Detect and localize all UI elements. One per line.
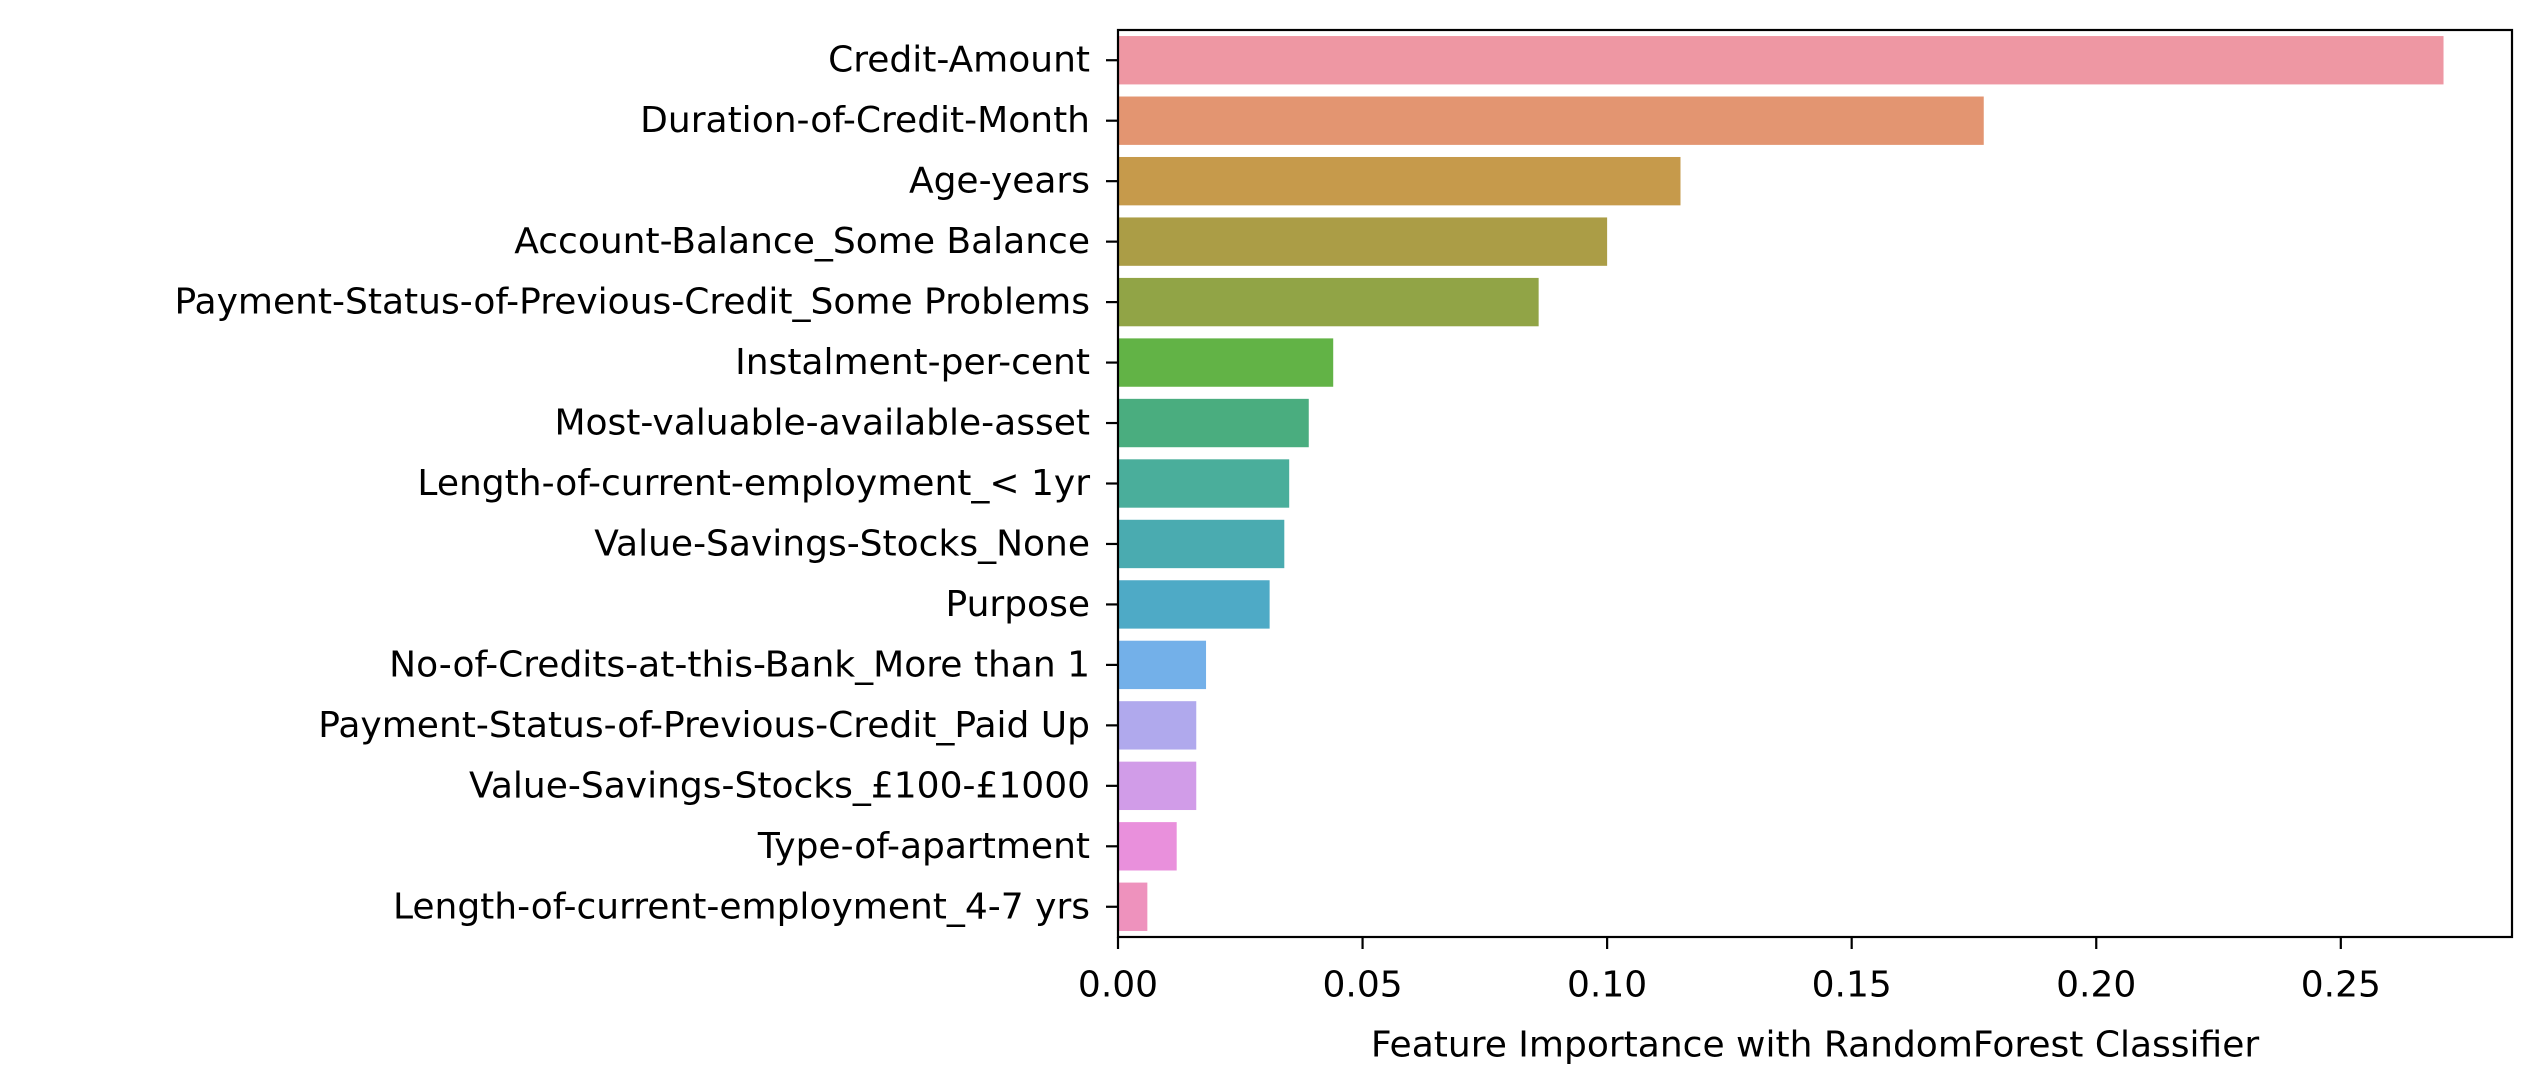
bars-layer [1118, 36, 2444, 931]
bar-11 [1118, 701, 1197, 750]
y-tick-label-13: Type-of-apartment [757, 826, 1090, 867]
y-tick-label-1: Duration-of-Credit-Month [640, 100, 1090, 141]
y-tick-label-12: Value-Savings-Stocks_£100-£1000 [469, 765, 1090, 806]
bar-3 [1118, 217, 1608, 266]
bar-13 [1118, 822, 1177, 871]
bar-6 [1118, 398, 1309, 448]
bar-14 [1118, 882, 1148, 931]
bar-7 [1118, 459, 1290, 508]
x-tick-label-5: 0.25 [2301, 965, 2381, 1006]
bar-4 [1118, 277, 1539, 327]
x-tick-label-0: 0.00 [1078, 965, 1158, 1006]
bar-8 [1118, 519, 1285, 569]
y-tick-label-2: Age-years [909, 161, 1090, 202]
plot-frame [1116, 28, 2514, 939]
bar-0 [1118, 36, 2444, 85]
bar-12 [1118, 761, 1197, 811]
x-tick-label-1: 0.05 [1322, 965, 1402, 1006]
bar-2 [1118, 156, 1681, 206]
y-tick-label-7: Length-of-current-employment_< 1yr [417, 463, 1090, 504]
bar-10 [1118, 640, 1207, 690]
bar-5 [1118, 338, 1334, 387]
x-axis-label: Feature Importance with RandomForest Cla… [1371, 1025, 2260, 1066]
x-tick-label-2: 0.10 [1567, 965, 1647, 1006]
y-axis-ticks: Credit-Amount Duration-of-Credit-Month Age… [174, 40, 1118, 927]
y-tick-label-14: Length-of-current-employment_4-7 yrs [393, 886, 1090, 927]
y-tick-label-4: Payment-Status-of-Previous-Credit_Some P… [174, 282, 1090, 323]
y-tick-label-10: No-of-Credits-at-this-Bank_More than 1 [389, 644, 1090, 685]
y-tick-label-8: Value-Savings-Stocks_None [594, 523, 1090, 564]
y-tick-label-0: Credit-Amount [828, 40, 1090, 81]
x-tick-label-4: 0.20 [2056, 965, 2136, 1006]
y-tick-label-5: Instalment-per-cent [735, 342, 1090, 383]
y-tick-label-9: Purpose [946, 584, 1090, 625]
bar-1 [1118, 96, 1984, 145]
y-tick-label-11: Payment-Status-of-Previous-Credit_Paid U… [318, 705, 1090, 746]
y-tick-label-6: Most-valuable-available-asset [554, 403, 1090, 444]
bar-9 [1118, 580, 1270, 629]
x-axis-ticks: 0.00 0.05 0.10 0.15 0.20 0.25 [1078, 937, 2381, 1006]
x-tick-label-3: 0.15 [1812, 965, 1892, 1006]
y-tick-label-3: Account-Balance_Some Balance [514, 221, 1090, 262]
